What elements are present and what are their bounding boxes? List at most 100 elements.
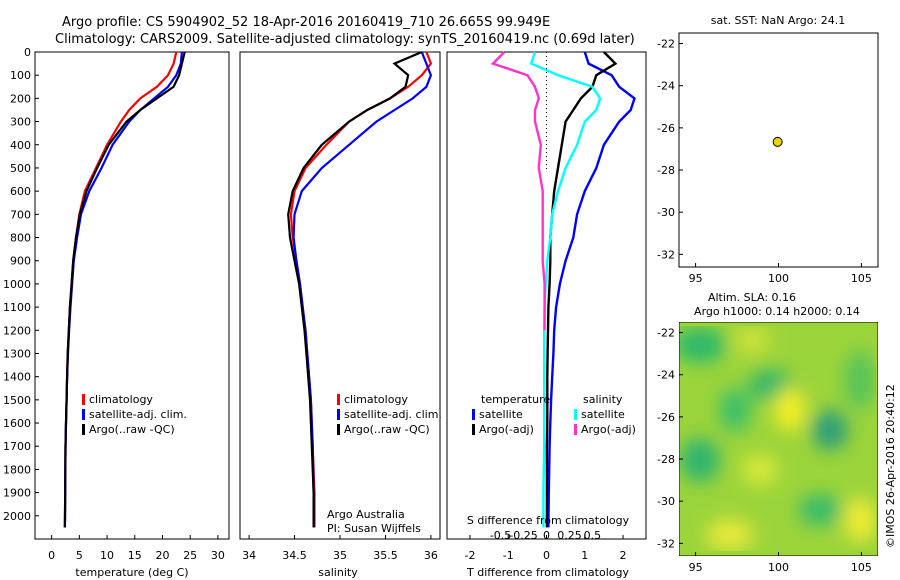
legend-swatch [472,409,475,420]
map-y-tick-label: -30 [657,206,675,219]
legend-swatch [574,409,577,420]
legend-swatch [472,424,475,435]
x-tick-label: 30 [211,549,225,562]
map-y-tick-label: -30 [657,495,675,508]
map-y-tick-label: -32 [657,248,675,261]
depth-tick-label: 600 [10,185,31,198]
legend-label: Argo(-adj) [479,423,534,436]
map-y-tick-label: -28 [657,164,675,177]
legend-swatch [574,424,577,435]
t-tick-label: -1 [503,549,514,562]
map-y-tick-label: -24 [657,80,675,93]
salinity-xlabel: salinity [318,566,358,579]
depth-tick-label: 300 [10,116,31,129]
depth-tick-label: 1700 [3,440,31,453]
depth-tick-label: 500 [10,162,31,175]
salinity-legend: climatology satellite-adj. clim. Argo(..ra… [337,393,442,436]
temperature-legend: climatology satellite-adj. clim. Argo(..ra… [82,393,187,436]
legend-title-temperature: temperature [481,393,550,406]
legend-swatch [82,394,85,405]
difference-line-1 [547,51,636,528]
legend-swatch [82,424,85,435]
legend-swatch [337,424,340,435]
depth-tick-label: 100 [10,69,31,82]
sst-map-panel: sat. SST: NaN Argo: 24.1 95 100 105 -22 -24 -… [657,14,879,285]
depth-tick-label: 1300 [3,347,31,360]
sst-map-plot: 95 100 105 -22 -24 -26 -28 -30 -32 [657,38,872,285]
x-tick-label: 34 [242,549,256,562]
t-tick-label: 0 [543,549,550,562]
map-x-tick-label: 105 [851,561,872,574]
legend-label: satellite-adj. clim. [344,408,442,421]
legend-label: climatology [344,393,408,406]
argo-credit-1: Argo Australia [327,508,405,521]
depth-tick-label: 700 [10,208,31,221]
depth-tick-label: 1500 [3,394,31,407]
series-line-3 [63,51,186,528]
t-tick-label: 1 [581,549,588,562]
difference-line-3 [529,51,602,528]
depth-tick-label: 1000 [3,278,31,291]
map-y-tick-label: -22 [657,327,675,340]
sla-map-panel: Altim. SLA: 0.16 Argo h1000: 0.14 h2000:… [657,291,878,574]
salinity-panel: 34 34.5 35 35.5 36 salinity climatology satel… [239,50,442,579]
x-tick-label: 35.5 [373,549,398,562]
depth-tick-label: 1800 [3,463,31,476]
s-tick-label: -0.5 [490,529,511,542]
legend-label: climatology [89,393,153,406]
difference-line-4 [490,51,546,331]
map-y-tick-label: -28 [657,453,675,466]
map-y-tick-label: -32 [657,537,675,550]
temperature-xlabel: temperature (deg C) [75,566,188,579]
temperature-panel: 0100200300400500600700800900100011001200… [3,46,451,579]
x-tick-label: 36 [424,549,438,562]
legend-label: satellite [479,408,523,421]
s-tick-label: 0.25 [557,529,582,542]
x-tick-label: 0 [48,549,55,562]
map-x-tick-label: 100 [768,272,789,285]
sla-map-axes: 95 100 105 -22 -24 -26 -28 -30 -32 [657,327,872,574]
t-tick-label: 2 [620,549,627,562]
t-tick-label: -2 [464,549,475,562]
depth-tick-label: 1400 [3,371,31,384]
x-tick-label: 10 [100,549,114,562]
argo-credit-2: PI: Susan Wijffels [327,522,421,535]
x-tick-label: 35 [333,549,347,562]
s-tick-label: 0.5 [584,529,602,542]
sla-map-title-2: Argo h1000: 0.14 h2000: 0.14 [694,305,860,318]
sla-map-title-1: Altim. SLA: 0.16 [708,291,796,304]
x-tick-label: 20 [155,549,169,562]
depth-tick-label: 900 [10,255,31,268]
difference-plot [490,51,636,528]
legend-label: Argo(-adj) [581,423,636,436]
map-x-tick-label: 105 [851,272,872,285]
difference-legend: temperature salinity satellite Argo(-adj) sa… [472,393,636,436]
legend-swatch [337,409,340,420]
map-x-tick-label: 95 [689,272,703,285]
depth-tick-label: 1200 [3,324,31,337]
difference-x-axes: -2 -1 0 1 2 -0.5-0.25 0 0.25 0.5 [464,529,626,562]
legend-label: Argo(..raw -QC) [89,423,175,436]
map-x-tick-label: 100 [768,561,789,574]
legend-label: Argo(..raw -QC) [344,423,430,436]
depth-tick-label: 800 [10,232,31,245]
legend-swatch [82,409,85,420]
depth-tick-label: 1900 [3,487,31,500]
map-y-tick-label: -22 [657,38,675,51]
title-line-1: Argo profile: CS 5904902_52 18-Apr-2016 … [62,15,550,30]
map-y-tick-label: -24 [657,369,675,382]
x-tick-label: 34.5 [282,549,307,562]
x-tick-label: 15 [128,549,142,562]
salinity-plot [287,50,433,528]
map-y-tick-label: -26 [657,411,675,424]
x-tick-label: 5 [76,549,83,562]
depth-tick-label: 1600 [3,417,31,430]
temperature-x-axis: 0 5 10 15 20 25 30 [48,535,225,562]
legend-title-salinity: salinity [583,393,623,406]
imos-watermark: ©IMOS 26-Apr-2016 20:40:12 [884,384,897,548]
difference-panel: -2 -1 0 1 2 -0.5-0.25 0 0.25 0.5 S difference fr… [446,51,647,579]
sla-heatmap [679,322,878,556]
depth-tick-label: 1100 [3,301,31,314]
depth-tick-label: 400 [10,139,31,152]
